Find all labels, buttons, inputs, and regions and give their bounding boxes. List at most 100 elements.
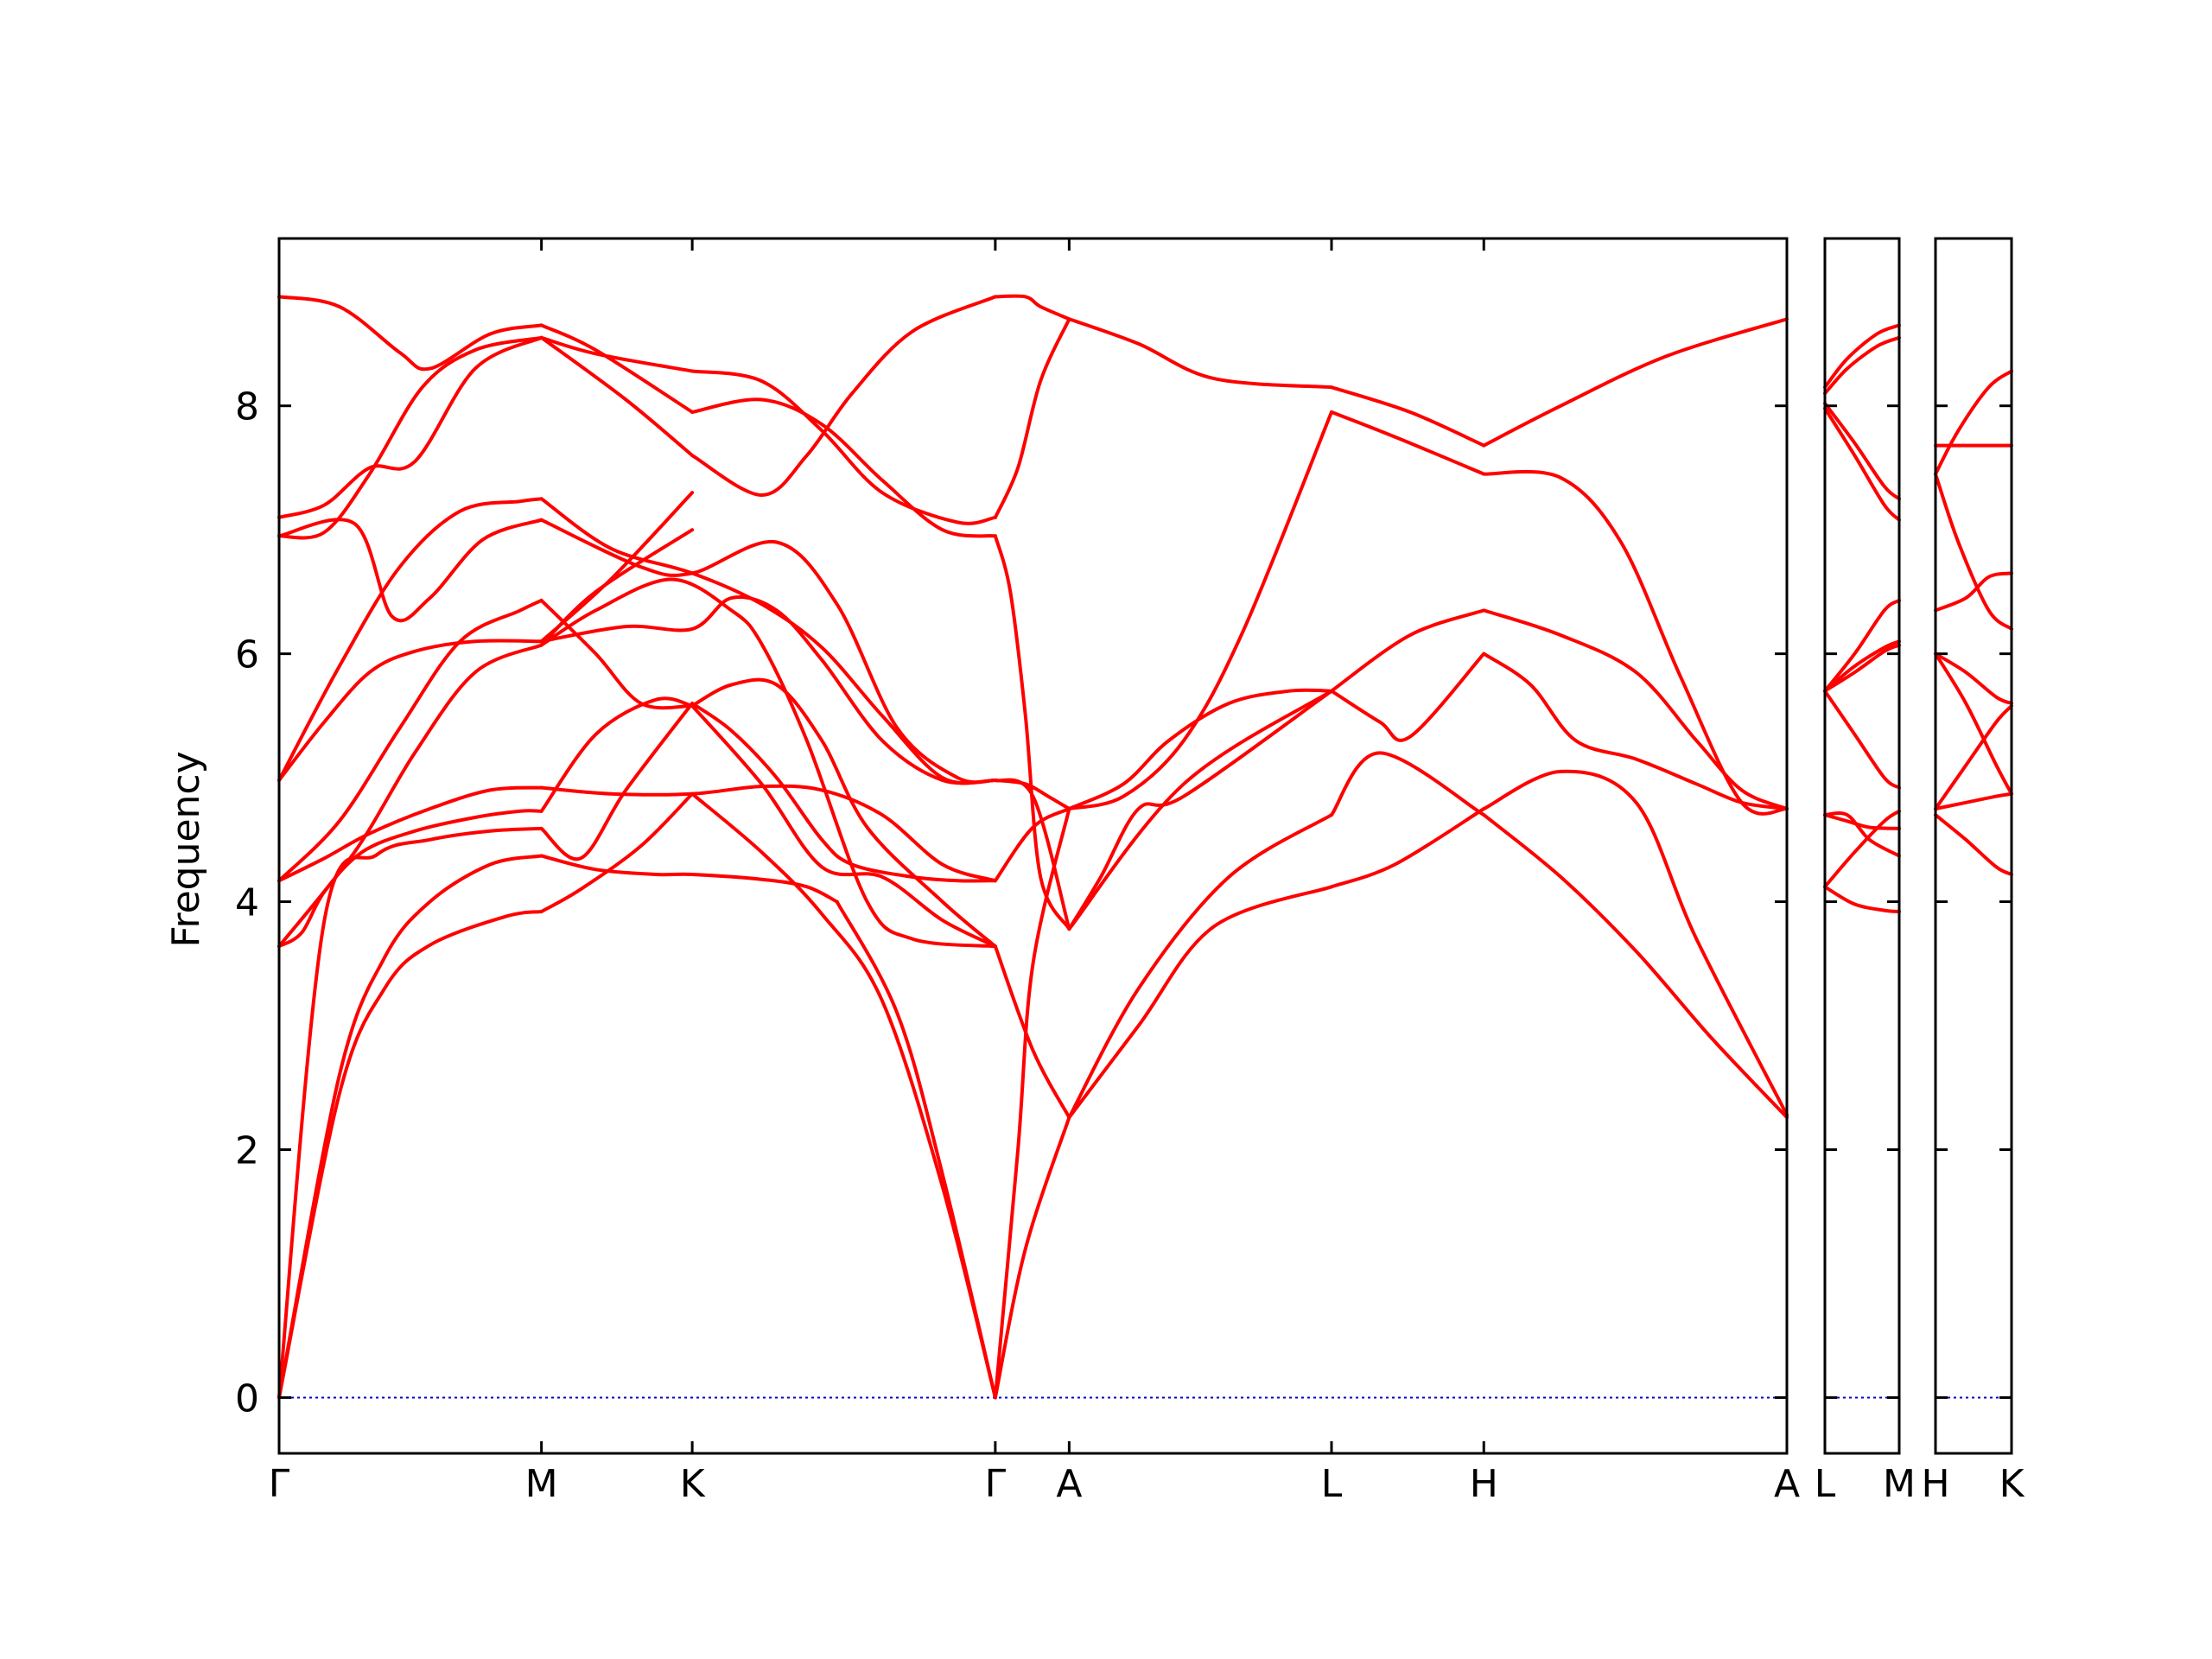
panel-frame: [1934, 237, 2013, 1455]
x-tick-label: M: [525, 1462, 558, 1506]
band-curve: [539, 784, 997, 883]
band-curve: [1823, 335, 1901, 396]
band-curve: [1330, 652, 1486, 742]
band-curve: [1823, 885, 1901, 913]
band-curve: [1330, 751, 1486, 817]
band-curve: [539, 497, 997, 785]
band-curve: [1067, 317, 1333, 390]
band-curve: [539, 491, 695, 644]
y-tick-label: 4: [235, 881, 259, 925]
x-tick-label: L: [1321, 1462, 1343, 1506]
band-curve: [993, 294, 1071, 321]
band-curve: [993, 807, 1071, 883]
band-curve: [277, 295, 543, 372]
band-curve: [539, 335, 695, 458]
band-curve: [690, 791, 997, 1400]
x-tick-label: L: [1815, 1462, 1836, 1506]
band-curve: [539, 577, 997, 949]
band-curve: [1067, 813, 1333, 1120]
panel-frame: [277, 237, 1789, 1455]
band-curve: [1823, 643, 1901, 693]
band-curve: [835, 899, 997, 1400]
band-curve: [993, 317, 1071, 519]
band-curve: [1330, 410, 1486, 476]
x-tick-label: H: [1470, 1462, 1498, 1506]
x-tick-label: H: [1921, 1462, 1949, 1506]
x-tick-label: K: [1999, 1462, 2025, 1506]
band-curve: [1934, 813, 2013, 876]
band-curve: [277, 518, 543, 623]
band-curve: [1934, 703, 2013, 810]
band-curve: [277, 826, 543, 1400]
x-tick-label: Γ: [269, 1462, 290, 1506]
band-curve: [539, 335, 695, 373]
band-curve: [277, 335, 543, 519]
band-curve: [993, 944, 1071, 1120]
band-curve: [1934, 652, 2013, 796]
band-curve: [1934, 369, 2013, 476]
band-curve: [1823, 598, 1901, 693]
band-curve: [690, 703, 997, 949]
band-curve: [277, 335, 543, 540]
y-axis-label: Frequency: [164, 751, 208, 947]
band-curve: [690, 677, 997, 949]
band-curve: [1067, 688, 1333, 810]
band-curve: [1482, 317, 1789, 448]
band-curve: [277, 598, 543, 883]
band-curve: [277, 910, 543, 1400]
y-tick-label: 2: [235, 1129, 259, 1173]
band-curve: [1823, 689, 1901, 790]
band-curve: [1482, 769, 1789, 1117]
band-curve: [1482, 652, 1789, 810]
band-curve: [993, 778, 1071, 931]
band-curve: [277, 854, 543, 1400]
band-curve: [277, 785, 543, 883]
band-curve: [993, 807, 1071, 1400]
band-curve: [539, 854, 839, 904]
band-curve: [690, 295, 997, 497]
x-tick-label: M: [1883, 1462, 1916, 1506]
band-curve: [1823, 323, 1901, 390]
band-curve: [539, 323, 695, 414]
band-curve: [277, 643, 543, 949]
band-curve: [1934, 472, 2013, 631]
band-curve: [1067, 689, 1333, 931]
band-curve: [277, 639, 543, 782]
band-curve: [1934, 791, 2013, 810]
x-tick-label: K: [680, 1462, 706, 1506]
band-curve: [1330, 608, 1486, 693]
band-curve: [1823, 813, 1901, 830]
band-curve: [1482, 469, 1789, 816]
band-curve: [1823, 406, 1901, 522]
frames-layer: [277, 237, 2013, 1455]
x-tick-label: Γ: [985, 1462, 1007, 1506]
band-curve: [1330, 385, 1486, 448]
band-curve: [1067, 885, 1333, 1120]
band-curve: [1934, 652, 2013, 705]
band-curve: [690, 369, 997, 525]
y-tick-label: 6: [235, 633, 259, 677]
band-curve: [1330, 807, 1486, 889]
panel-frame: [1823, 237, 1901, 1455]
band-curve: [539, 791, 695, 913]
y-tick-label: 0: [235, 1376, 259, 1421]
x-tick-label: A: [1056, 1462, 1082, 1506]
band-curve: [539, 696, 695, 813]
band-curve: [1823, 809, 1901, 889]
band-curve: [277, 809, 543, 949]
band-curve: [539, 702, 695, 861]
band-curve: [1823, 401, 1901, 501]
band-curve: [539, 518, 997, 785]
band-curve: [1067, 689, 1333, 931]
band-curve: [539, 598, 695, 710]
band-curve: [1482, 813, 1789, 1120]
band-curve: [277, 497, 543, 782]
band-curve: [539, 595, 997, 785]
band-curve: [1823, 639, 1901, 693]
band-curve: [690, 397, 997, 538]
band-curve: [993, 1116, 1071, 1400]
band-curve: [1067, 410, 1333, 810]
band-curve: [993, 534, 1071, 931]
